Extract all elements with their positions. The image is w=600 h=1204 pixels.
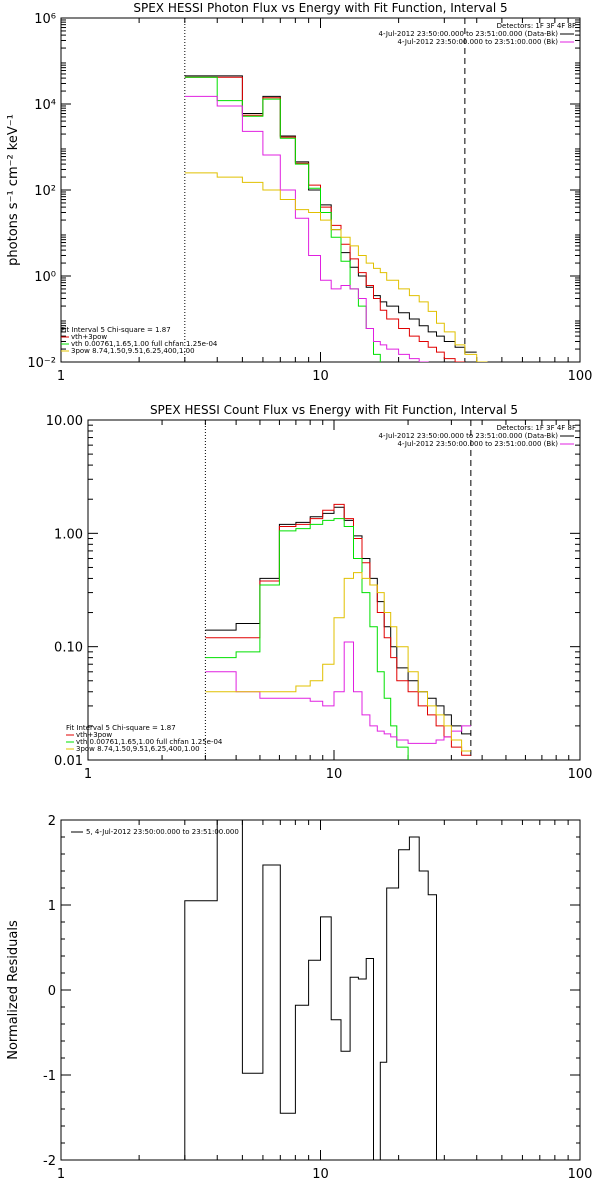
legend-detectors: Detectors: 1F 3F 4F 8F	[497, 22, 576, 30]
y-tick-label: 10⁶	[34, 12, 56, 27]
legend-fit-entry-2: vth 0.00761,1.65,1.00 full chfan 1.25e-0…	[71, 340, 218, 348]
legend-fit-entry-1: vth+3pow	[71, 333, 107, 341]
x-tick-label: 100	[568, 767, 593, 782]
x-tick-label: 10	[326, 767, 343, 782]
plot-area	[184, 18, 488, 362]
plot-frame	[87, 419, 581, 761]
y-tick-label: 10.00	[46, 414, 83, 429]
plot-frame	[60, 819, 581, 1161]
legend-fit-header: Fit Interval 5 Chi-square = 1.87	[61, 326, 171, 334]
x-tick-label: 100	[568, 369, 593, 384]
plot-area	[204, 420, 472, 760]
legend-fit-entry-3: 3pow 8.74,1.50,9.51,6.25,400,1.00	[71, 347, 195, 355]
chart-panel-1: 1 10 100 10⁻² 10⁰ 10² 10⁴ 10⁶ SPEX HESSI Photon …	[6, 1, 593, 384]
legend-fit-entry-1: vth+3pow	[76, 731, 112, 739]
legend-top-entry-1: 4-Jul-2012 23:50:00.000 to 23:51:00.000 …	[379, 432, 559, 440]
y-tick-label: -2	[43, 1154, 56, 1169]
chart-title: SPEX HESSI Count Flux vs Energy with Fit…	[150, 403, 518, 417]
series-3-line	[205, 518, 409, 760]
y-tick-label: 0.01	[54, 754, 83, 769]
plot-area	[184, 820, 437, 1160]
series-2-line	[205, 503, 471, 756]
y-tick-label: -1	[43, 1069, 56, 1084]
series-1-line	[184, 820, 437, 1160]
series-4-line	[184, 95, 429, 362]
legend-detectors: Detectors: 1F 3F 4F 8F	[497, 424, 576, 432]
chart-panel-3: 1 10 100 -2 -1 0 1 2 Normalized Residuals 5, 4-Ju…	[6, 814, 593, 1182]
x-tick-label: 1	[84, 767, 92, 782]
series-3-line	[184, 76, 381, 362]
y-tick-label: 0.10	[54, 641, 83, 656]
y-tick-label: 1	[48, 899, 56, 914]
x-tick-label: 100	[568, 1167, 593, 1182]
series-5-line	[205, 572, 471, 752]
series-4-line	[205, 641, 471, 744]
y-axis-label: Normalized Residuals	[6, 920, 21, 1060]
x-tick-label: 10	[312, 1167, 329, 1182]
legend-fit-header: Fit Interval 5 Chi-square = 1.87	[66, 724, 176, 732]
chart-title: SPEX HESSI Photon Flux vs Energy with Fi…	[133, 1, 507, 15]
y-tick-label: 10⁰	[34, 270, 56, 285]
legend-top-entry-1: 5, 4-Jul-2012 23:50:00.000 to 23:51:00.0…	[86, 828, 239, 836]
chart-panel-2: 1 10 100 0.01 0.10 1.00 10.00 SPEX HESSI Count …	[46, 403, 593, 782]
x-tick-label: 1	[57, 1167, 65, 1182]
series-1-line	[205, 506, 471, 735]
y-tick-label: 1.00	[54, 527, 83, 542]
legend-top-entry-1: 4-Jul-2012 23:50:00.000 to 23:51:00.000 …	[379, 30, 559, 38]
series-5-line	[184, 172, 488, 362]
legend-fit-entry-3: 3pow 8.74,1.50,9.51,6.25,400,1.00	[76, 745, 200, 753]
legend-top-entry-2: 4-Jul-2012 23:50:00.000 to 23:51:00.000 …	[398, 440, 559, 448]
x-tick-label: 1	[57, 369, 65, 384]
legend-fit-entry-2: vth 0.00761,1.65,1.00 full chfan 1.25e-0…	[76, 738, 223, 746]
x-tick-label: 10	[312, 369, 329, 384]
series-1-line	[184, 75, 477, 353]
y-tick-label: 10⁻²	[27, 356, 56, 371]
y-axis-label: photons s⁻¹ cm⁻² keV⁻¹	[6, 114, 21, 266]
series-2-line	[184, 76, 465, 362]
y-tick-label: 2	[48, 814, 56, 829]
y-tick-label: 0	[48, 984, 56, 999]
legend-top-entry-2: 4-Jul-2012 23:50:00.000 to 23:51:00.000 …	[398, 38, 559, 46]
y-tick-label: 10²	[34, 184, 56, 199]
y-tick-label: 10⁴	[34, 98, 56, 113]
